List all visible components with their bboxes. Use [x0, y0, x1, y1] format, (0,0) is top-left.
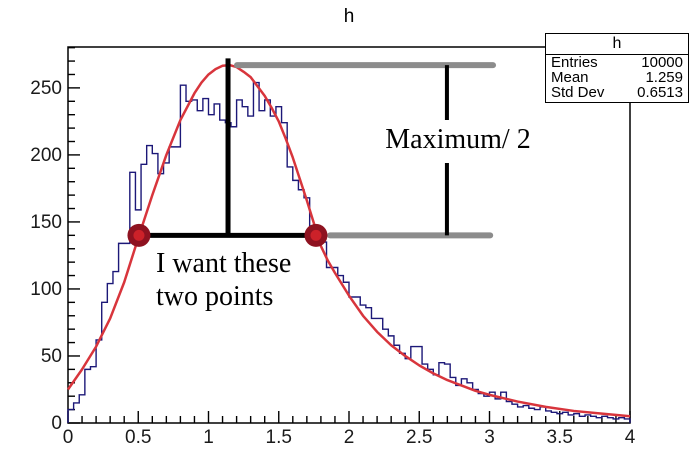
- x-tick-label: 2: [343, 427, 355, 448]
- x-tick-label: 1.5: [265, 427, 292, 448]
- y-tick-label: 0: [51, 413, 62, 434]
- stats-row-label: Std Dev: [551, 84, 605, 101]
- half-maximum-label: Maximum/ 2: [385, 124, 531, 155]
- stats-box-rows: Entries 10000 Mean 1.259 Std Dev 0.6513: [546, 55, 688, 100]
- y-tick-label: 200: [30, 144, 62, 166]
- points-annotation-line2: two points: [156, 281, 274, 312]
- stats-row-value: 10000: [641, 54, 683, 71]
- x-tick-label: 4: [624, 427, 636, 448]
- stats-row: Entries 10000: [546, 55, 688, 70]
- points-annotation: I want these two points: [156, 247, 291, 313]
- x-tick-label: 3.5: [546, 427, 573, 448]
- fit-curve: [66, 63, 631, 418]
- stats-box: h Entries 10000 Mean 1.259 Std Dev 0.6513: [545, 33, 689, 103]
- stats-row: Std Dev 0.6513: [546, 85, 688, 100]
- x-tick-label: 1: [203, 427, 214, 448]
- y-tick-label: 250: [30, 77, 62, 99]
- points-annotation-line1: I want these: [156, 248, 292, 279]
- x-tick-label: 3: [484, 427, 495, 448]
- y-tick-label: 150: [30, 211, 62, 233]
- stats-row: Mean 1.259: [546, 70, 688, 85]
- stats-row-value: 1.259: [645, 69, 683, 86]
- x-tick-label: 0.5: [125, 427, 152, 448]
- stats-row-label: Mean: [551, 69, 589, 86]
- stats-row-value: 0.6513: [637, 84, 683, 101]
- x-tick-label: 0: [62, 427, 74, 448]
- y-tick-label: 50: [40, 345, 62, 367]
- half-max-point-right-inner: [310, 229, 322, 241]
- x-tick-label: 2.5: [406, 427, 433, 448]
- stats-box-title: h: [546, 34, 688, 55]
- half-max-point-left-inner: [133, 229, 145, 241]
- plot-title: h: [343, 6, 355, 27]
- y-tick-label: 100: [30, 278, 62, 300]
- stats-row-label: Entries: [551, 54, 598, 71]
